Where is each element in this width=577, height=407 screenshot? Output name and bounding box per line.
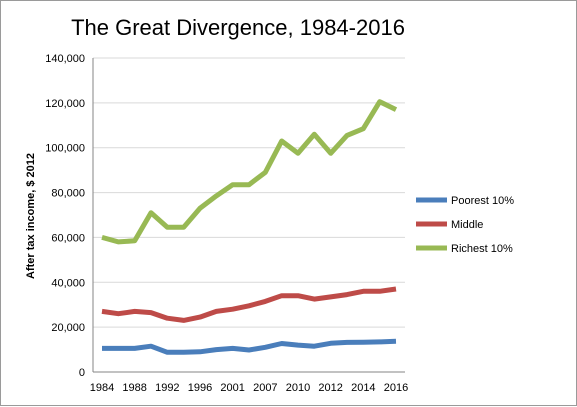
series-line: [101, 99, 398, 245]
x-tick-label: 2012: [318, 382, 342, 394]
y-tick-label: 140,000: [45, 53, 85, 65]
y-tick-label: 40,000: [51, 277, 85, 289]
x-tick-label: 2014: [351, 382, 375, 394]
x-tick-label: 2001: [220, 382, 244, 394]
x-tick-label: 2007: [253, 382, 277, 394]
series-line: [101, 286, 397, 323]
x-tick-label: 2016: [384, 382, 408, 394]
legend: Poorest 10% Middle Richest 10%: [416, 195, 514, 255]
x-tick-label: 1992: [155, 382, 179, 394]
y-tick-label: 20,000: [51, 322, 85, 334]
y-tick-label: 100,000: [45, 143, 85, 155]
y-tick-label: 60,000: [51, 232, 85, 244]
axes: [92, 58, 405, 373]
legend-label: Middle: [451, 219, 483, 231]
legend-label: Richest 10%: [451, 243, 513, 255]
y-tick-labels: 0 20,000 40,000 60,000 80,000 100,000 120,000 1…: [45, 53, 85, 379]
legend-label: Poorest 10%: [451, 195, 514, 207]
x-tick-label: 1996: [188, 382, 212, 394]
x-tick-label: 1988: [122, 382, 146, 394]
y-tick-label: 120,000: [45, 98, 85, 110]
chart-title: The Great Divergence, 1984-2016: [71, 15, 405, 40]
y-axis-label: After tax income, $ 2012: [25, 153, 37, 279]
x-tick-labels: 1984 1988 1992 1996 2001 2007 2010 2012 2014 2016: [90, 382, 408, 394]
x-tick-label: 2010: [286, 382, 310, 394]
y-tick-label: 0: [79, 367, 85, 379]
x-tick-label: 1984: [90, 382, 114, 394]
series-lines: [101, 99, 398, 355]
series-line: [102, 338, 397, 355]
y-tick-label: 80,000: [51, 188, 85, 200]
gridlines: [93, 57, 405, 328]
